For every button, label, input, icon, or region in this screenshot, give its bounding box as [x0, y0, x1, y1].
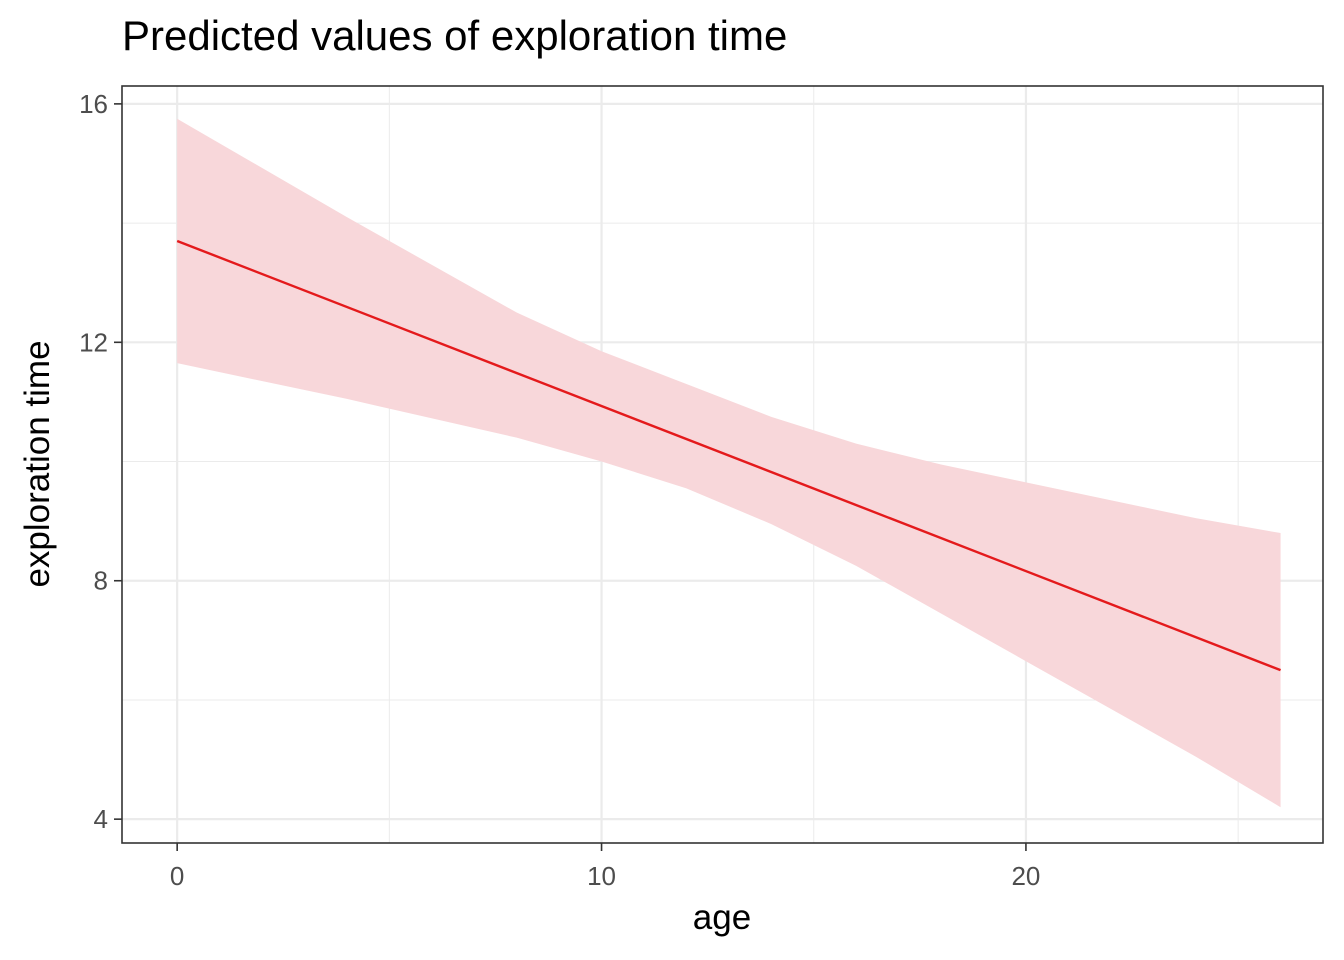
y-axis-label: exploration time — [18, 340, 57, 588]
confidence-ribbon — [177, 118, 1281, 808]
x-tick-label: 10 — [587, 861, 616, 891]
x-axis-label: age — [692, 898, 752, 937]
prediction-line — [176, 239, 1281, 672]
y-tick-label: 12 — [79, 327, 108, 357]
y-tick-label: 4 — [94, 804, 108, 834]
panel-border — [121, 85, 1324, 844]
chart-title: Predicted values of exploration time — [122, 12, 788, 59]
x-tick-label: 0 — [170, 861, 184, 891]
y-tick-label: 16 — [79, 89, 108, 119]
y-tick-label: 8 — [94, 566, 108, 596]
x-tick-label: 20 — [1011, 861, 1040, 891]
